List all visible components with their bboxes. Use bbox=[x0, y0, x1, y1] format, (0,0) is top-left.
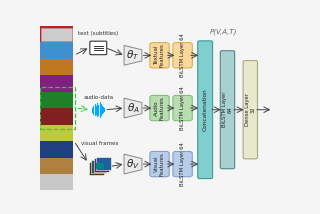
Bar bbox=[41, 28, 72, 41]
FancyBboxPatch shape bbox=[173, 95, 192, 121]
Text: $\theta_V$: $\theta_V$ bbox=[126, 157, 140, 171]
Text: visual frames: visual frames bbox=[81, 141, 118, 146]
Bar bbox=[89, 162, 104, 175]
Text: Visual
Features: Visual Features bbox=[154, 152, 165, 176]
Bar bbox=[40, 26, 74, 42]
FancyBboxPatch shape bbox=[150, 152, 169, 177]
FancyBboxPatch shape bbox=[198, 41, 212, 179]
Bar bbox=[40, 92, 74, 108]
Bar bbox=[94, 158, 109, 171]
Text: Concatenation: Concatenation bbox=[203, 88, 208, 131]
Text: BiLSTM Layer
64: BiLSTM Layer 64 bbox=[222, 92, 233, 128]
Polygon shape bbox=[124, 45, 142, 65]
Bar bbox=[40, 141, 74, 158]
Bar bbox=[40, 75, 74, 92]
Text: BiLSTM Layer 64: BiLSTM Layer 64 bbox=[180, 33, 185, 77]
FancyBboxPatch shape bbox=[220, 51, 235, 169]
Polygon shape bbox=[124, 154, 142, 174]
Text: P(V,A,T): P(V,A,T) bbox=[209, 28, 237, 35]
FancyBboxPatch shape bbox=[173, 43, 192, 68]
Text: Dense Layer
32: Dense Layer 32 bbox=[245, 93, 256, 126]
Bar bbox=[40, 108, 74, 125]
Polygon shape bbox=[124, 98, 142, 118]
Bar bbox=[40, 42, 74, 59]
Text: Textual
Features: Textual Features bbox=[154, 43, 165, 67]
Bar bbox=[91, 160, 106, 173]
Text: Audio
Features: Audio Features bbox=[154, 96, 165, 120]
Text: BiLSTM Layer 64: BiLSTM Layer 64 bbox=[180, 142, 185, 186]
Bar bbox=[40, 174, 74, 190]
Text: $\theta_A$: $\theta_A$ bbox=[127, 101, 140, 115]
Text: $\theta_T$: $\theta_T$ bbox=[126, 48, 140, 62]
FancyBboxPatch shape bbox=[173, 152, 192, 177]
FancyBboxPatch shape bbox=[90, 41, 107, 55]
FancyBboxPatch shape bbox=[243, 61, 258, 159]
Bar bbox=[96, 157, 111, 170]
Bar bbox=[40, 87, 76, 129]
FancyBboxPatch shape bbox=[150, 95, 169, 121]
Text: audio-data: audio-data bbox=[83, 95, 113, 100]
Text: text (subtitles): text (subtitles) bbox=[78, 31, 118, 36]
Bar bbox=[40, 59, 74, 75]
FancyBboxPatch shape bbox=[150, 43, 169, 68]
Text: BiLSTM Layer 64: BiLSTM Layer 64 bbox=[180, 86, 185, 130]
Bar bbox=[40, 158, 74, 174]
Bar bbox=[40, 125, 74, 141]
Bar bbox=[96, 163, 104, 169]
